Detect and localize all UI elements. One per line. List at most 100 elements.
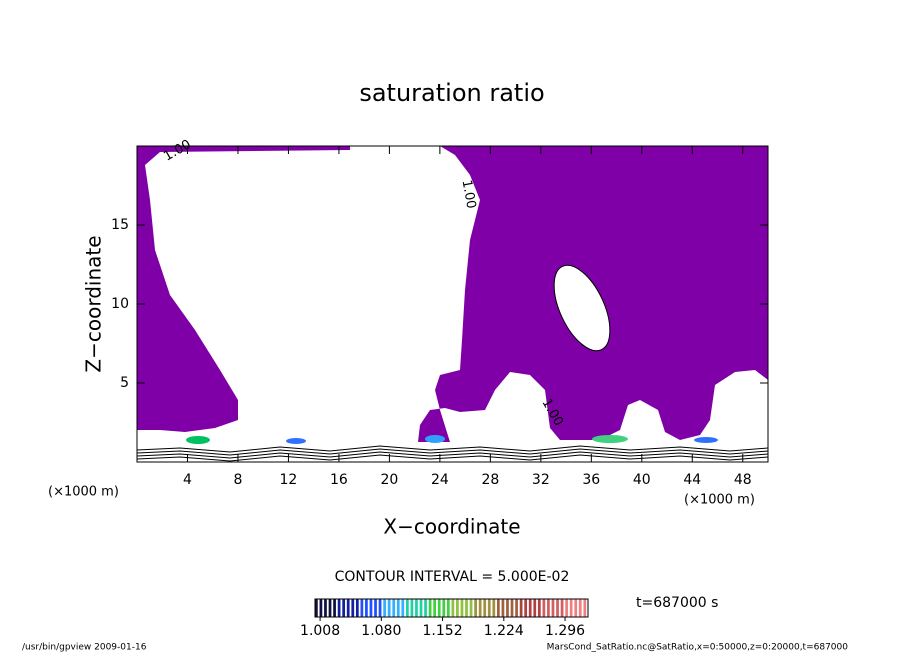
colorbar-stripe (315, 599, 318, 617)
colorbar-stripe (528, 599, 532, 617)
hole (553, 264, 611, 352)
colorbar-stripe (374, 599, 377, 617)
colorbar-stripe (419, 599, 423, 617)
filled-regions (137, 146, 768, 444)
colorbar-stripe (378, 599, 382, 617)
colorbar-stripe (392, 599, 396, 617)
x-unit: (×1000 m) (684, 493, 755, 508)
x-tick-label: 36 (582, 472, 600, 488)
colorbar-stripe (446, 599, 450, 617)
colorbar-stripe (478, 599, 482, 617)
x-tick-label: 4 (183, 472, 192, 488)
colorbar-stripe (406, 599, 409, 617)
colorbar-stripe (337, 599, 341, 617)
colorbar-stripe (510, 599, 514, 617)
colorbar-frame (314, 598, 589, 618)
colorbar-stripe (415, 599, 418, 617)
x-tick-label: 16 (330, 472, 348, 488)
colorbar-tick-label: 1.008 (300, 623, 340, 639)
blob (286, 438, 306, 444)
y-tick-label: 15 (111, 217, 129, 233)
colorbar-stripe (460, 599, 464, 617)
colorbar-stripe (551, 599, 555, 617)
colorbar-stripe (383, 599, 386, 617)
colorbar-stripe (556, 599, 559, 617)
colorbar-stripe (547, 599, 550, 617)
x-tick-label: 28 (481, 472, 499, 488)
colorbar-tick-label: 1.080 (361, 623, 401, 639)
blob (425, 435, 445, 443)
colorbar-stripe (524, 599, 528, 617)
y-tick-label: 10 (111, 296, 129, 312)
colorbar-stripe (365, 599, 368, 617)
colorbar-stripe (433, 599, 437, 617)
contour-label: 1.00 (459, 179, 479, 210)
colorbar-stripe (369, 599, 373, 617)
colorbar-stripe (456, 599, 459, 617)
colorbar-stripe (578, 599, 582, 617)
time-label: t=687000 s (636, 595, 718, 611)
colorbar-stripe (560, 599, 564, 617)
colorbar-stripe (360, 599, 364, 617)
colorbar-stripe (537, 599, 541, 617)
y-tick-label: 5 (120, 375, 129, 391)
contour-interval: CONTOUR INTERVAL = 5.000E-02 (335, 569, 570, 585)
colorbar-stripe (396, 599, 400, 617)
x-tick-label: 32 (532, 472, 550, 488)
x-tick-label: 44 (683, 472, 701, 488)
colorbar-stripe (574, 599, 578, 617)
colorbar-stripe (469, 599, 473, 617)
colorbar-stripe (515, 599, 518, 617)
colorbar-stripe (342, 599, 346, 617)
colorbar-stripe (387, 599, 391, 617)
blob (592, 435, 628, 443)
colorbar-stripe (565, 599, 568, 617)
x-axis-label: X−coordinate (383, 515, 520, 539)
x-tick-label: 48 (734, 472, 752, 488)
colorbar-stripe (501, 599, 505, 617)
colorbar-stripe (346, 599, 350, 617)
colorbar-stripe (451, 599, 455, 617)
colorbar (315, 599, 587, 617)
colorbar-stripe (333, 599, 336, 617)
x-tick-label: 40 (633, 472, 651, 488)
colorbar-stripe (465, 599, 468, 617)
colorbar-tick-label: 1.152 (423, 623, 463, 639)
blob (694, 437, 718, 443)
colorbar-stripe (533, 599, 537, 617)
colorbar-tick-label: 1.296 (545, 623, 585, 639)
contour-label: 1.00 (161, 137, 194, 164)
filled-region (137, 146, 350, 432)
colorbar-stripe (442, 599, 446, 617)
y-axis-label: Z−coordinate (82, 235, 106, 372)
colorbar-stripe (497, 599, 500, 617)
colorbar-stripe (410, 599, 414, 617)
colorbar-stripe (351, 599, 355, 617)
colorbar-stripe (483, 599, 487, 617)
colorbar-stripe (424, 599, 427, 617)
footer: MarsCond_SatRatio.nc@SatRatio,x=0:50000,… (547, 643, 849, 653)
colorbar-stripe (324, 599, 327, 617)
chart-title: saturation ratio (359, 79, 544, 107)
colorbar-stripe (542, 599, 546, 617)
footer: /usr/bin/gpview 2009-01-16 (22, 643, 147, 653)
colorbar-tick-label: 1.224 (484, 623, 524, 639)
x-tick-label: 20 (380, 472, 398, 488)
colorbar-stripe (428, 599, 432, 617)
colorbar-stripe (569, 599, 573, 617)
colorbar-stripe (355, 599, 359, 617)
colorbar-stripe (487, 599, 491, 617)
colorbar-stripe (474, 599, 477, 617)
blob (186, 436, 210, 444)
colorbar-stripe (492, 599, 496, 617)
colorbar-stripe (583, 599, 587, 617)
colorbar-stripe (401, 599, 405, 617)
contour-lines (136, 445, 769, 462)
colorbar-stripe (519, 599, 523, 617)
colorbar-stripe (437, 599, 441, 617)
colorbar-stripe (328, 599, 332, 617)
x-tick-label: 8 (233, 472, 242, 488)
x-tick-label: 12 (280, 472, 298, 488)
colorbar-stripe (319, 599, 323, 617)
